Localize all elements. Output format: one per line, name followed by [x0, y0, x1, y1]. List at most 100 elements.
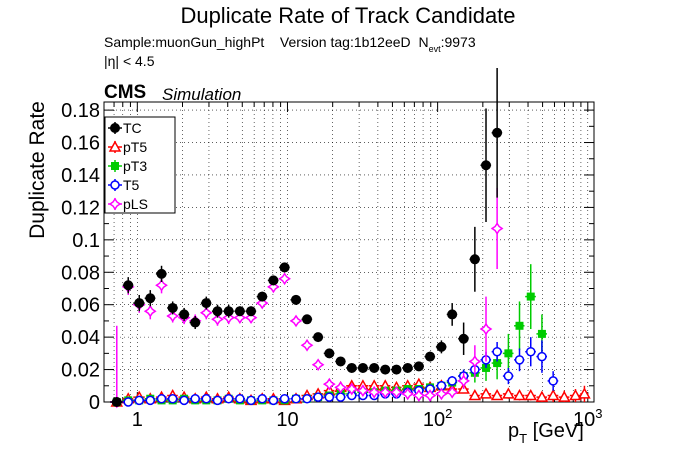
- x-tick-label: 102: [423, 406, 452, 431]
- subtitle-line: Sample:muonGun_highPt Version tag:1b12ee…: [104, 34, 476, 54]
- data-point: [468, 355, 482, 368]
- data-point: [502, 387, 515, 399]
- data-point: [514, 355, 525, 365]
- y-tick-label: 0.08: [61, 262, 100, 284]
- data-point: [447, 376, 457, 386]
- data-point: [402, 362, 413, 373]
- data-point: [492, 346, 502, 357]
- data-point: [526, 292, 535, 301]
- data-point: [535, 390, 549, 402]
- x-tick-label: 10: [276, 409, 298, 431]
- data-point: [479, 322, 493, 336]
- data-point: [300, 338, 314, 352]
- legend-label: pLS: [123, 196, 148, 212]
- data-point: [524, 388, 538, 401]
- data-point: [492, 127, 503, 138]
- legend-marker: [108, 197, 122, 211]
- eta-cut-label: |η| < 4.5: [104, 53, 155, 69]
- data-point: [134, 298, 145, 309]
- data-point: [179, 309, 190, 320]
- legend-marker: [110, 123, 120, 133]
- data-point: [145, 293, 156, 304]
- data-point: [425, 351, 436, 362]
- simulation-label: Simulation: [162, 85, 242, 104]
- data-point: [201, 394, 212, 404]
- data-point: [311, 358, 325, 372]
- data-point: [145, 395, 156, 406]
- data-point: [234, 306, 245, 317]
- data-point: [335, 356, 346, 367]
- data-point: [515, 321, 524, 330]
- data-point: [257, 394, 267, 404]
- data-point: [401, 387, 415, 401]
- data-point: [345, 382, 359, 396]
- data-point: [279, 394, 290, 404]
- data-point: [380, 364, 391, 375]
- data-point: [302, 394, 312, 404]
- data-point: [335, 392, 346, 402]
- data-point: [390, 385, 403, 399]
- series-pLS: [110, 187, 504, 409]
- legend-marker: [111, 162, 119, 170]
- data-point: [458, 333, 469, 344]
- sample-label: Sample:muonGun_highPt: [104, 34, 265, 50]
- y-tick-label: 0.18: [61, 100, 100, 122]
- data-point: [369, 362, 380, 373]
- data-point: [268, 395, 279, 406]
- data-point: [223, 306, 234, 317]
- data-point: [557, 390, 571, 402]
- data-point: [322, 377, 336, 391]
- x-axis-label-unit: [GeV]: [527, 420, 584, 442]
- data-point: [155, 278, 168, 292]
- data-point: [235, 394, 245, 404]
- y-tick-label: 0.04: [61, 327, 100, 349]
- data-point: [513, 388, 526, 401]
- data-point: [457, 374, 470, 388]
- data-point: [391, 364, 402, 375]
- data-point: [423, 389, 437, 402]
- nevt-value: :9973: [440, 34, 476, 50]
- data-point: [246, 395, 256, 406]
- data-point: [479, 387, 493, 399]
- data-point: [313, 392, 323, 402]
- data-point: [223, 394, 234, 404]
- data-point: [199, 306, 213, 320]
- data-point: [413, 361, 424, 372]
- x-tick-label: 103: [573, 406, 602, 431]
- data-point: [334, 381, 347, 394]
- data-point: [201, 298, 212, 309]
- data-point: [291, 294, 302, 305]
- nevt-subscript: evt: [428, 44, 441, 54]
- plot-frame: [103, 101, 595, 403]
- x-tick-label: 1: [132, 409, 143, 431]
- data-point: [211, 312, 224, 326]
- data-point: [346, 362, 357, 373]
- data-point: [179, 395, 189, 406]
- data-point: [356, 384, 370, 398]
- data-point: [279, 262, 290, 273]
- data-point: [537, 351, 547, 362]
- data-point: [436, 341, 447, 352]
- data-point: [156, 268, 167, 279]
- data-point: [291, 394, 301, 404]
- data-point: [504, 349, 513, 358]
- data-point: [167, 394, 178, 404]
- data-point: [278, 272, 291, 286]
- data-point: [156, 394, 167, 404]
- data-point: [302, 314, 313, 325]
- data-point: [490, 222, 504, 235]
- y-tick-label: 0.02: [61, 360, 100, 382]
- data-point: [447, 309, 458, 320]
- data-point: [525, 346, 536, 357]
- data-point: [268, 275, 279, 286]
- data-point: [134, 395, 144, 406]
- data-point: [469, 254, 480, 265]
- y-tick-label: 0.1: [72, 230, 100, 252]
- data-point: [537, 329, 546, 338]
- y-tick-label: 0.16: [61, 133, 100, 155]
- data-point: [166, 309, 180, 323]
- data-point: [313, 332, 324, 343]
- y-tick-label: 0.12: [61, 197, 100, 219]
- data-point: [435, 387, 448, 401]
